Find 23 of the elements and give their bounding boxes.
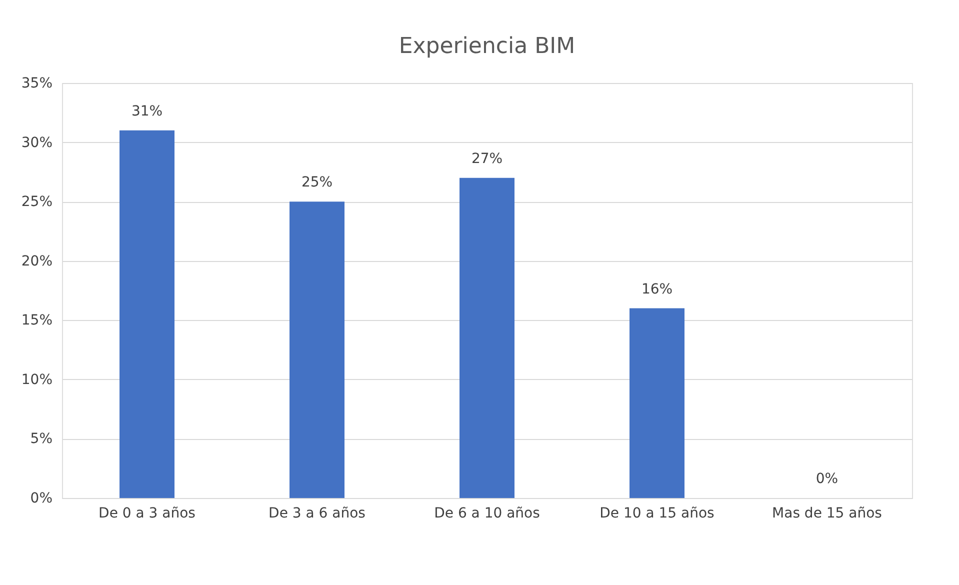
y-tick-label: 10% [21,372,52,388]
y-tick-label: 30% [21,134,52,151]
y-tick-label: 15% [21,312,52,329]
bar [630,308,684,498]
bar [290,202,344,498]
x-tick-label: De 10 a 15 años [600,506,714,522]
x-tick-label: De 0 a 3 años [98,506,196,522]
bar [120,130,174,498]
y-tick-label: 5% [30,431,52,448]
x-tick-label: De 3 a 6 años [268,506,366,522]
data-label: 0% [816,471,838,487]
bar [460,178,514,498]
x-tick-label: Mas de 15 años [772,506,882,522]
y-tick-label: 35% [21,76,52,92]
y-tick-label: 25% [21,194,52,210]
data-label: 25% [301,174,333,191]
y-tick-label: 0% [30,490,52,506]
y-tick-label: 20% [21,253,52,270]
data-label: 16% [641,281,673,298]
chart-title: Experiencia BIM [398,34,576,59]
data-label: 31% [131,103,163,120]
data-label: 27% [471,150,503,167]
x-tick-label: De 6 a 10 años [434,506,540,522]
